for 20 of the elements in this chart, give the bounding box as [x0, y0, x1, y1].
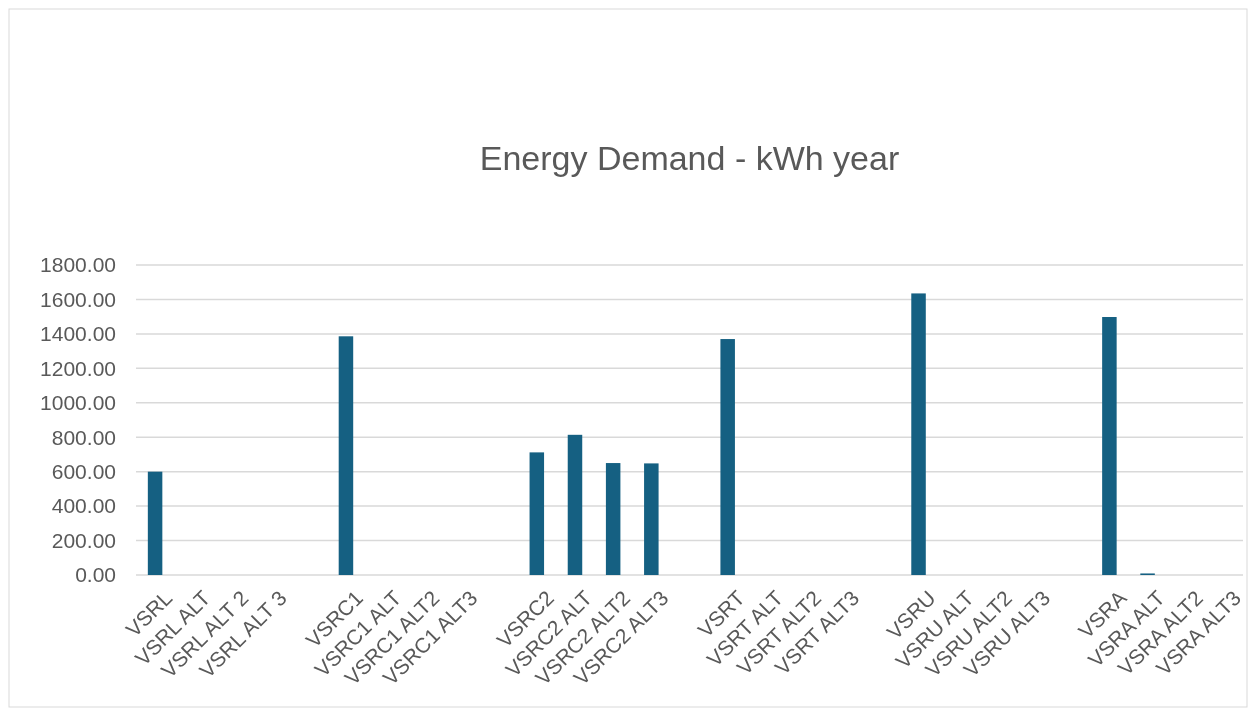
y-tick-label: 1000.00 — [40, 391, 116, 415]
y-tick-label: 1400.00 — [40, 322, 116, 346]
bar — [911, 293, 926, 575]
bar — [338, 336, 354, 575]
bar — [605, 463, 621, 575]
y-tick-label: 1600.00 — [40, 287, 116, 311]
bar — [1102, 317, 1117, 575]
bar — [529, 452, 545, 575]
y-tick-label: 1800.00 — [40, 253, 116, 277]
y-tick-label: 400.00 — [51, 494, 116, 518]
bar — [720, 339, 735, 575]
y-tick-label: 200.00 — [51, 528, 116, 552]
y-tick-label: 600.00 — [51, 460, 116, 484]
bar — [644, 463, 659, 575]
chart-title: Energy Demand - kWh year — [479, 139, 900, 177]
bar — [567, 434, 583, 575]
y-tick-label: 800.00 — [51, 425, 116, 449]
bar — [147, 471, 163, 575]
y-tick-label: 1200.00 — [40, 356, 116, 380]
y-tick-label: 0.00 — [75, 563, 116, 587]
